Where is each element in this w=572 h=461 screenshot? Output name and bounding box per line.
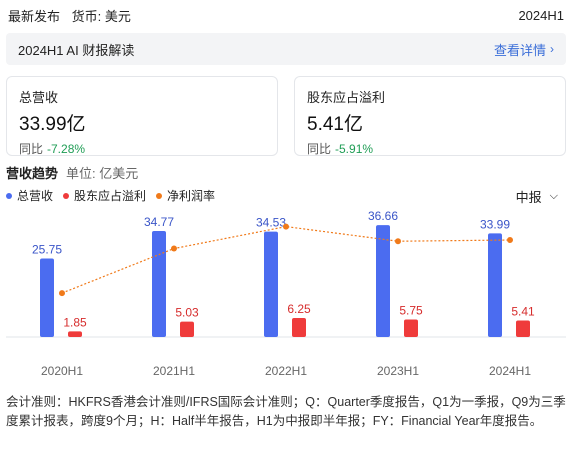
net-margin-line (61, 225, 511, 294)
x-tick-label: 2021H1 (153, 364, 195, 378)
revenue-value-label: 34.77 (144, 215, 174, 229)
ai-report-bar[interactable]: 2024H1 AI 财报解读 查看详情 › (6, 33, 566, 65)
chart-legend: 总营收 股东应占溢利 净利润率 (6, 187, 215, 204)
net-margin-point (171, 245, 177, 252)
chevron-down-icon: ⌵ (549, 190, 558, 202)
revenue-bar (376, 225, 390, 337)
net-margin-point (283, 223, 289, 230)
revenue-yoy: 同比 -7.28% (19, 140, 265, 157)
chevron-right-icon: › (550, 42, 554, 56)
view-details-label: 查看详情 (493, 42, 546, 58)
revenue-yoy-label: 同比 (19, 142, 44, 156)
x-tick-label: 2020H1 (41, 364, 83, 378)
profit-card[interactable]: 股东应占溢利 5.41亿 同比 -5.91% (294, 76, 566, 156)
section-unit: 单位: 亿美元 (66, 166, 139, 181)
profit-value-label: 6.25 (287, 302, 311, 316)
accounting-footnote: 会计准则：HKFRS香港会计准则/IFRS国际会计准则；Q：Quarter季度报… (6, 395, 566, 428)
revenue-yoy-value: -7.28% (47, 142, 86, 156)
profit-label: 股东应占溢利 (307, 90, 386, 105)
revenue-trend-chart: 25.75 1.85 2020H1 34.77 5.03 2021H1 34.53 6.25 2… (6, 209, 566, 378)
profit-value-label: 5.03 (175, 306, 199, 320)
profit-value-label: 5.41 (511, 304, 535, 318)
legend-label-margin: 净利润率 (167, 189, 216, 203)
report-period: 2024H1 (518, 7, 564, 23)
net-margin-point (395, 238, 401, 245)
revenue-bar (40, 258, 54, 337)
release-label: 最新发布 (8, 8, 61, 24)
revenue-card[interactable]: 总营收 33.99亿 同比 -7.28% (6, 76, 278, 156)
revenue-value-label: 33.99 (480, 217, 510, 231)
profit-bar (68, 331, 82, 337)
profit-value-label: 5.75 (399, 303, 423, 317)
revenue-bar (488, 233, 502, 337)
profit-bar (180, 321, 194, 337)
net-margin-point (59, 290, 65, 297)
x-tick-label: 2023H1 (377, 364, 419, 378)
period-dropdown[interactable]: 中报 ⌵ (516, 187, 558, 206)
profit-yoy-value: -5.91% (335, 142, 374, 156)
legend-dot-margin (156, 192, 163, 199)
profit-bar (516, 320, 530, 337)
period-dropdown-value: 中报 (515, 190, 542, 205)
legend-item-revenue[interactable]: 总营收 (6, 187, 53, 204)
legend-label-profit: 股东应占溢利 (74, 189, 147, 203)
revenue-bar (152, 230, 166, 337)
legend-item-margin[interactable]: 净利润率 (156, 187, 215, 204)
section-title: 营收趋势 (6, 166, 59, 181)
ai-report-title: 2024H1 AI 财报解读 (18, 42, 135, 58)
legend-dot-profit (63, 192, 70, 199)
legend-item-profit[interactable]: 股东应占溢利 (63, 187, 146, 204)
profit-yoy-label: 同比 (307, 142, 332, 156)
revenue-value-label: 36.66 (368, 209, 398, 223)
revenue-bar (264, 231, 278, 337)
x-tick-label: 2022H1 (265, 364, 307, 378)
legend-dot-revenue (6, 192, 12, 199)
revenue-value: 33.99亿 (19, 114, 86, 135)
x-tick-label: 2024H1 (489, 364, 531, 378)
profit-bar (292, 317, 306, 337)
profit-bar (404, 319, 418, 337)
profit-value: 5.41亿 (307, 114, 363, 135)
legend-label-revenue: 总营收 (17, 189, 54, 203)
profit-value-label: 1.85 (63, 315, 87, 329)
revenue-value-label: 34.53 (256, 216, 286, 230)
revenue-value-label: 25.75 (32, 242, 62, 256)
currency-label: 货币: 美元 (71, 8, 131, 24)
view-details-link[interactable]: 查看详情 › (494, 40, 554, 59)
section-header: 营收趋势 单位: 亿美元 (6, 163, 138, 182)
net-margin-point (507, 237, 513, 244)
revenue-label: 总营收 (19, 90, 59, 105)
profit-yoy: 同比 -5.91% (307, 140, 553, 157)
release-info: 最新发布 货币: 美元 (8, 6, 139, 25)
top-bar: 最新发布 货币: 美元 2024H1 (8, 6, 564, 24)
